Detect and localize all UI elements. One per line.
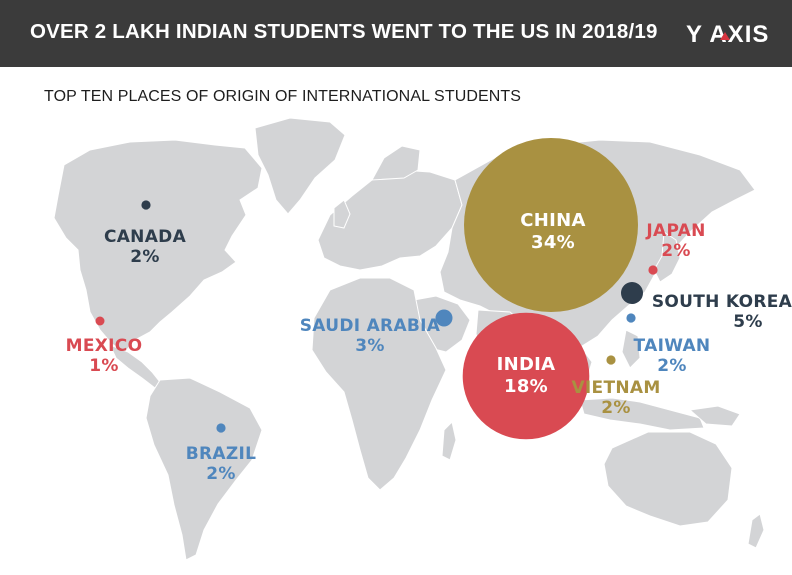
saudi-arabia-label: SAUDI ARABIA 3% [300,316,440,356]
saudi-arabia-value: 3% [355,336,385,356]
japan-shape [653,231,681,283]
indonesia-shape [579,397,705,431]
y-axis-logo: Y AXIS [686,17,786,51]
south-korea-bubble [621,282,643,304]
philippines-shape [621,329,641,369]
india-label: INDIA 18% [497,354,556,398]
japan-value: 2% [661,241,691,261]
brazil-label: BRAZIL 2% [186,444,257,484]
china-name: CHINA [520,210,586,231]
mexico-bubble [95,316,105,326]
japan-bubble [648,265,658,275]
taiwan-name: TAIWAN [633,336,711,356]
japan-name: JAPAN [646,221,706,241]
australia-shape [603,431,733,527]
saudi-arabia-name: SAUDI ARABIA [299,316,441,336]
south-korea-label: SOUTH KOREA 5% [652,292,792,332]
canada-value: 2% [130,247,160,267]
vietnam-value: 2% [601,398,631,418]
india-name: INDIA [496,354,556,375]
scandinavia-shape [371,145,421,181]
china-label: CHINA 34% [520,210,585,254]
japan-label: JAPAN 2% [646,221,705,261]
brazil-bubble [216,423,226,433]
madagascar-shape [441,421,457,461]
taiwan-value: 2% [657,356,687,376]
vietnam-bubble [606,355,616,365]
mexico-label: MEXICO 1% [66,336,143,376]
india-value: 18% [504,376,548,397]
taiwan-bubble [626,313,636,323]
china-value: 34% [531,232,575,253]
new-guinea-shape [688,405,741,427]
header-title: OVER 2 LAKH INDIAN STUDENTS WENT TO THE … [30,20,658,43]
canada-label: CANADA 2% [104,227,186,267]
vietnam-name: VIETNAM [571,378,661,398]
new-zealand-shape [747,513,765,549]
china-bubble [464,138,638,312]
africa-shape [311,277,447,491]
north-america-shape [53,139,263,353]
header-bar: OVER 2 LAKH INDIAN STUDENTS WENT TO THE … [0,0,792,67]
brazil-name: BRAZIL [185,444,257,464]
south-korea-value: 5% [733,312,763,332]
mexico-value: 1% [89,356,119,376]
taiwan-label: TAIWAN 2% [634,336,711,376]
map-subtitle: TOP TEN PLACES OF ORIGIN OF INTERNATIONA… [44,88,522,105]
mexico-name: MEXICO [65,336,143,356]
greenland-shape [254,117,346,215]
brazil-value: 2% [206,464,236,484]
south-america-shape [145,377,263,561]
canada-bubble [141,200,151,210]
canada-name: CANADA [103,227,187,247]
uk-shape [333,199,351,229]
vietnam-label: VIETNAM 2% [571,378,660,418]
saudi-arabia-bubble [435,309,453,327]
logo-accent-icon [720,32,730,40]
india-bubble [462,312,590,440]
south-korea-name: SOUTH KOREA [651,292,792,312]
